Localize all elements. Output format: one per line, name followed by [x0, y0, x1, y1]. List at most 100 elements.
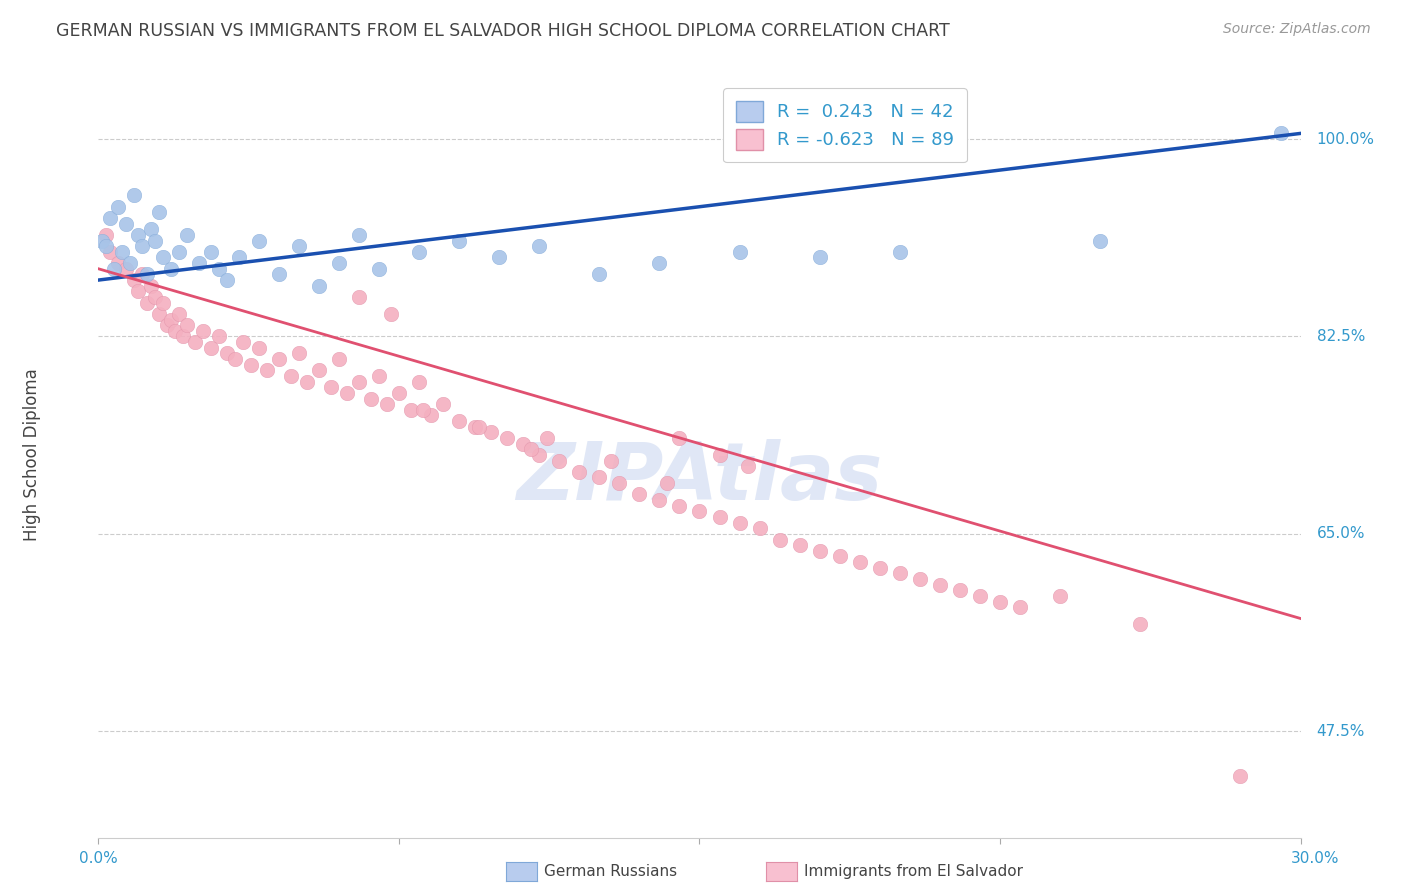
Point [668, 499, 690, 513]
Point [267, 352, 290, 367]
Point [728, 244, 751, 259]
Point [135, 268, 157, 282]
Point [191, 324, 214, 338]
Point [568, 465, 591, 479]
Point [388, 385, 411, 400]
Point [1049, 589, 1071, 603]
Point [128, 285, 150, 299]
Point [128, 227, 150, 242]
Point [135, 295, 157, 310]
Point [368, 368, 391, 383]
Point [889, 566, 911, 581]
Point [183, 335, 205, 350]
Point [808, 251, 831, 265]
Point [447, 414, 470, 428]
Point [628, 487, 651, 501]
Point [548, 453, 571, 467]
Point [308, 363, 330, 377]
Point [200, 244, 222, 259]
Point [96, 227, 118, 242]
Point [143, 290, 166, 304]
Point [529, 448, 551, 462]
Text: German Russians: German Russians [544, 864, 678, 879]
Point [408, 375, 430, 389]
Point [167, 244, 190, 259]
Point [139, 222, 162, 236]
Point [828, 549, 851, 564]
Point [464, 419, 486, 434]
Text: 65.0%: 65.0% [1316, 526, 1365, 541]
Point [1008, 600, 1031, 615]
Point [280, 368, 302, 383]
Point [520, 442, 543, 457]
Point [1129, 617, 1152, 632]
Point [588, 268, 610, 282]
Point [336, 385, 359, 400]
Point [849, 555, 872, 569]
Point [200, 341, 222, 355]
Point [908, 572, 931, 586]
Text: Immigrants from El Salvador: Immigrants from El Salvador [804, 864, 1024, 879]
Point [529, 239, 551, 253]
Point [295, 375, 318, 389]
Point [228, 251, 250, 265]
Point [512, 436, 534, 450]
Point [347, 375, 370, 389]
Point [368, 261, 391, 276]
Point [420, 409, 443, 423]
Point [768, 533, 790, 547]
Point [159, 261, 181, 276]
Point [120, 256, 142, 270]
Point [111, 244, 134, 259]
Point [657, 476, 679, 491]
Point [988, 594, 1011, 608]
Point [648, 493, 671, 508]
Point [124, 273, 146, 287]
Point [479, 425, 502, 440]
Point [155, 318, 177, 333]
Point [159, 312, 181, 326]
Point [91, 234, 114, 248]
Text: Source: ZipAtlas.com: Source: ZipAtlas.com [1223, 22, 1371, 37]
Point [167, 307, 190, 321]
Point [115, 261, 138, 276]
Point [789, 538, 811, 552]
Point [215, 273, 238, 287]
Point [328, 256, 350, 270]
Point [949, 583, 972, 598]
Point [588, 470, 610, 484]
Point [412, 402, 434, 417]
Point [143, 234, 166, 248]
Point [728, 516, 751, 530]
Point [176, 227, 198, 242]
Point [347, 290, 370, 304]
Point [224, 352, 246, 367]
Legend: R =  0.243   N = 42, R = -0.623   N = 89: R = 0.243 N = 42, R = -0.623 N = 89 [723, 88, 967, 162]
Point [375, 397, 398, 411]
Point [152, 251, 174, 265]
Point [688, 504, 710, 518]
Point [748, 521, 770, 535]
Point [308, 278, 330, 293]
Point [239, 358, 262, 372]
Point [247, 341, 270, 355]
Point [609, 476, 631, 491]
Point [96, 239, 118, 253]
Point [600, 453, 623, 467]
Point [163, 324, 186, 338]
Point [648, 256, 671, 270]
Point [115, 217, 138, 231]
Text: High School Diploma: High School Diploma [24, 368, 41, 541]
Point [148, 205, 170, 219]
Point [124, 188, 146, 202]
Point [347, 227, 370, 242]
Point [869, 560, 891, 574]
Point [668, 431, 690, 445]
Point [468, 419, 491, 434]
Point [328, 352, 350, 367]
Point [215, 346, 238, 360]
Point [107, 256, 129, 270]
Point [100, 244, 122, 259]
Point [709, 448, 731, 462]
Point [1088, 234, 1111, 248]
